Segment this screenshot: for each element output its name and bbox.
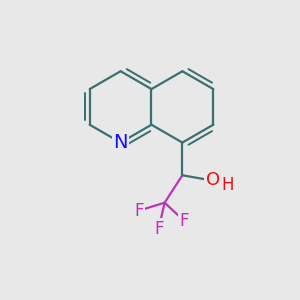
Text: F: F [179,212,189,230]
Text: N: N [113,133,128,152]
Text: O: O [206,171,220,189]
Text: F: F [154,220,164,238]
Text: F: F [134,202,144,220]
Text: H: H [221,176,234,194]
